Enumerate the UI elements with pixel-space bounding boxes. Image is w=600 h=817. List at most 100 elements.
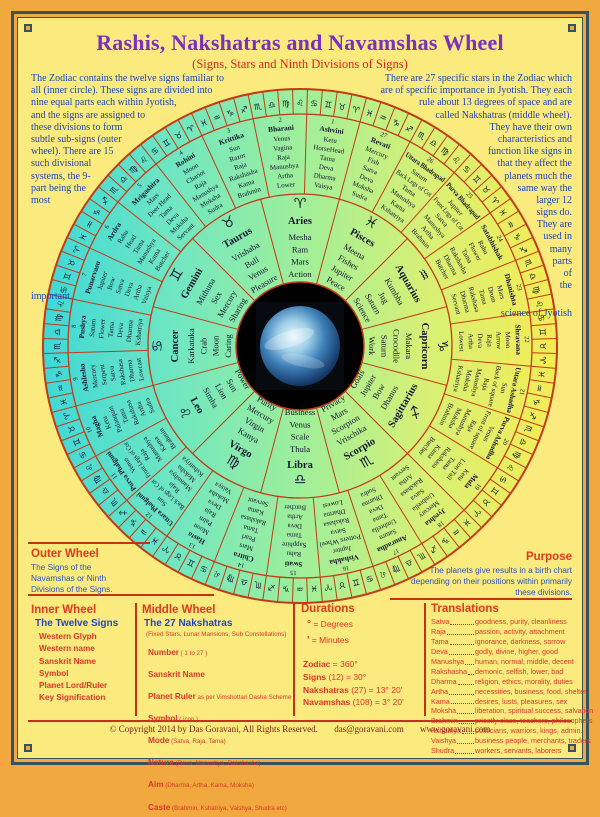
middle-wheel-term-note: ( 1 to 27 )	[178, 650, 208, 657]
sign-attr: Thula	[290, 444, 310, 454]
navamsha-glyph: ♋	[78, 449, 90, 460]
navamsha-glyph: ♏	[53, 342, 63, 350]
nakshatra-attr: Sapphire	[282, 540, 307, 548]
translation-term: Deva	[431, 647, 475, 657]
nakshatra-attr: Arrow	[494, 331, 502, 349]
nakshatra-attr: Raja	[465, 419, 477, 433]
navamsha-glyph: ♋	[535, 314, 546, 323]
sign-attr: Moon	[211, 335, 221, 356]
navamsha-glyph: ♋	[364, 572, 374, 584]
navamsha-glyph: ♐	[526, 410, 538, 420]
navamsha-glyph: ♐	[53, 356, 63, 364]
middle-wheel-item: Planet Ruler as per Vimshottari Dasha Sc…	[148, 684, 292, 706]
translation-term: Brahmin	[431, 716, 475, 726]
navamsha-glyph: ♓	[59, 397, 70, 407]
translation-row: Vaishya business people, merchants, trade…	[431, 736, 591, 746]
navamsha-glyph: ♉	[337, 102, 346, 113]
sign-attr: Venus	[289, 419, 311, 429]
durations-section: Durations ° = Degrees ' = Minutes Zodiac …	[301, 603, 421, 709]
middle-wheel-item: Number ( 1 to 27 )	[148, 640, 289, 662]
durations-row: Navamshas (108) = 3° 20'	[303, 696, 421, 709]
sign-glyph: ♎	[294, 472, 307, 488]
translation-definition: workers, servants, laborers	[475, 746, 562, 756]
inner-wheel-item: Western Glyph	[39, 632, 97, 641]
middle-wheel-item: Caste (Brahmin, Kshatriya, Vaishya, Shud…	[148, 795, 289, 817]
middle-wheel-term: Number	[148, 648, 179, 657]
sign-attr: Saturn	[379, 335, 389, 358]
nakshatra-number: 3	[226, 127, 231, 135]
durations-symbol: °	[307, 619, 311, 630]
navamsha-glyph: ♋	[496, 473, 509, 485]
frame-corner-ornament	[24, 24, 32, 32]
middle-wheel-term: Symbol	[148, 714, 178, 724]
durations-legend-row: ° = Degrees	[307, 617, 421, 633]
translation-definition: desires, lusts, pleasures, sex	[475, 696, 568, 706]
durations-row-value: (12) = 30°	[326, 671, 367, 682]
translation-definition: liberation, spiritual success, salvation	[475, 706, 594, 716]
translation-definition: religion, ethics, morality, duties	[475, 676, 573, 686]
translation-term: Shudra	[431, 746, 475, 756]
purpose-section: Purpose The planets give results in a bi…	[398, 551, 572, 597]
middle-wheel-term-note: (Satva, Raja, Tama)	[169, 738, 226, 746]
navamsha-glyph: ♍	[530, 285, 542, 295]
navamsha-glyph: ♏	[415, 549, 427, 562]
nakshatra-attr: Drum	[486, 286, 497, 304]
middle-wheel-term-note: as per Vimshottari Dasha Scheme	[195, 694, 292, 702]
translation-definition: human, normal, middle, decent	[475, 656, 574, 666]
navamsha-glyph: ♎	[53, 328, 63, 336]
navamsha-glyph: ♏	[521, 423, 533, 434]
navamsha-glyph: ♊	[186, 556, 197, 568]
navamsha-glyph: ♉	[67, 258, 79, 269]
durations-row-label: Nakshatras	[303, 684, 349, 695]
column-divider	[293, 603, 295, 716]
navamsha-glyph: ♓	[199, 118, 210, 130]
nakshatra-attr: Fish	[366, 156, 380, 167]
outer-wheel-body: The Signs of the Navamshas or Ninth Divi…	[31, 562, 113, 594]
nakshatra-attr: Deva	[124, 282, 135, 298]
navamsha-glyph: ♑	[282, 582, 290, 592]
inner-wheel-title: Inner Wheel	[31, 604, 97, 616]
middle-wheel-item: Symbol ( icon )	[148, 706, 289, 728]
intro-paragraph-left: The Zodiac contains the twelve signs fam…	[31, 73, 229, 302]
nakshatra-attr: Serpent	[99, 364, 109, 386]
middle-wheel-term: Nature	[148, 758, 174, 768]
translation-term: Vaishya	[431, 736, 475, 746]
navamsha-glyph: ♐	[403, 124, 414, 136]
translation-definition: ignorance, darkness, sorrow	[475, 636, 566, 646]
nakshatra-number: 4	[178, 149, 185, 157]
purpose-title: Purpose	[525, 551, 572, 563]
translation-row: Deva godly, divine, higher, good	[431, 647, 573, 657]
durations-legend: ° = Degrees ' = Minutes	[301, 617, 421, 649]
translation-row: Kshatriya politicians, warriors, kings, a…	[431, 726, 582, 736]
middle-wheel-term: Planet Ruler	[148, 692, 196, 702]
middle-wheel-term: Mode	[148, 736, 170, 746]
navamsha-glyph: ♊	[324, 100, 333, 111]
translation-row: Tama ignorance, darkness, sorrow	[431, 637, 573, 647]
frame-corner-ornament	[568, 24, 576, 32]
sign-attr: Mesha	[289, 232, 312, 242]
translation-definition: politicians, warriors, kings, admin.	[475, 726, 583, 736]
purpose-body: The planets give results in a birth char…	[411, 565, 572, 597]
nakshatra-number: 10	[85, 425, 94, 434]
sign-name: Cancer	[170, 329, 181, 362]
inner-wheel-item: Key Signification	[39, 693, 106, 703]
navamsha-glyph: ♈	[186, 123, 198, 136]
nakshatra-attr: Vaisya	[314, 182, 333, 192]
durations-row-label: Navamshas	[303, 697, 351, 708]
nakshatra-attr: Deva	[318, 164, 333, 173]
navamsha-glyph: ♍	[54, 313, 65, 322]
navamsha-glyph: ♓	[364, 108, 374, 120]
nakshatra-number: 19	[473, 482, 483, 491]
middle-wheel-term: Aim	[148, 780, 164, 790]
middle-wheel-subtitle: The 27 Nakshatras	[144, 618, 233, 629]
navamsha-glyph: ♉	[173, 549, 185, 561]
middle-wheel-term: Sanskrit Name	[148, 670, 205, 680]
nakshatra-attr: Satva	[115, 278, 126, 295]
nakshatra-attr: Kama	[238, 178, 256, 190]
outer-wheel-title: Outer Wheel	[31, 548, 99, 560]
durations-row-value: (108) = 3° 20'	[350, 697, 404, 708]
sign-attr: Makara	[404, 333, 414, 359]
inner-wheel-item: Planet Lord/Ruler	[39, 681, 108, 691]
nakshatra-number: 8	[71, 324, 78, 328]
navamsha-glyph: ♈	[323, 581, 332, 592]
